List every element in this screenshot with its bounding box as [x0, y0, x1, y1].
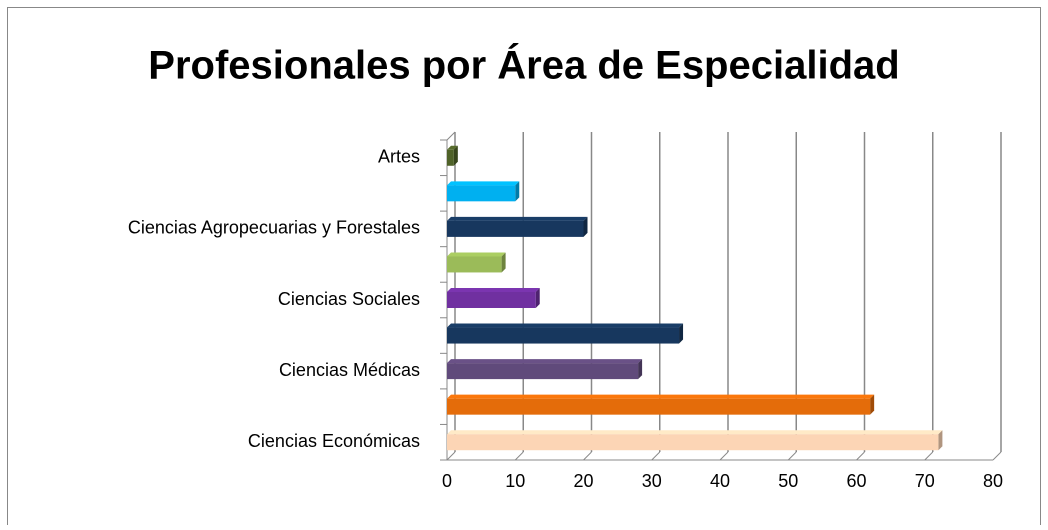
y-tick-label: Ciencias Médicas	[279, 360, 420, 380]
bar-top	[447, 323, 684, 328]
bar-top	[447, 145, 458, 150]
grid-line-floor	[446, 451, 456, 461]
x-tick-label: 0	[442, 471, 452, 491]
bar	[447, 434, 939, 451]
bar-top	[447, 394, 875, 399]
x-tick-label: 30	[642, 471, 662, 491]
x-tick-label: 10	[505, 471, 525, 491]
bar	[447, 220, 584, 237]
bar-top	[447, 359, 643, 364]
grid-line-floor	[514, 451, 524, 461]
bar	[447, 149, 454, 166]
grid-line-floor	[719, 451, 729, 461]
bar-top	[447, 181, 520, 186]
bar-side	[453, 145, 458, 166]
grid-line-floor	[651, 451, 661, 461]
bar-side	[535, 288, 540, 308]
bar-side	[638, 359, 643, 380]
bar-side	[501, 252, 506, 273]
y-tick-label: Ciencias Económicas	[248, 431, 420, 451]
bar	[447, 256, 502, 273]
x-tick-label: 50	[778, 471, 798, 491]
x-tick-label: 60	[846, 471, 866, 491]
bar-top	[447, 288, 540, 292]
bar-top	[447, 430, 943, 435]
x-tick-label: 40	[710, 471, 730, 491]
y-tick-label: Artes	[378, 147, 420, 167]
x-tick-label: 70	[915, 471, 935, 491]
chart-title: Profesionales por Área de Especialidad	[148, 43, 899, 88]
x-tick-label: 80	[983, 471, 1003, 491]
grid-line-floor	[856, 451, 865, 461]
left-wall-top	[446, 131, 456, 141]
bar	[447, 363, 639, 380]
bar-side	[938, 430, 943, 451]
x-tick-label: 20	[573, 471, 593, 491]
grid-line-floor	[583, 451, 592, 461]
bar-top	[447, 216, 588, 221]
grid-line-floor	[787, 451, 797, 461]
bar-side	[515, 181, 520, 202]
bar-side	[583, 216, 588, 237]
bar	[447, 292, 536, 308]
y-tick-label: Ciencias Sociales	[278, 289, 420, 309]
grid-line-floor	[924, 451, 934, 461]
grid-line-floor	[992, 451, 1002, 461]
y-tick-label: Ciencias Agropecuarias y Forestales	[128, 218, 420, 238]
bar	[447, 327, 680, 344]
bar	[447, 185, 516, 202]
bar	[447, 398, 871, 415]
bar-side	[870, 394, 875, 415]
bar-top	[447, 252, 506, 257]
bar-side	[679, 323, 684, 344]
